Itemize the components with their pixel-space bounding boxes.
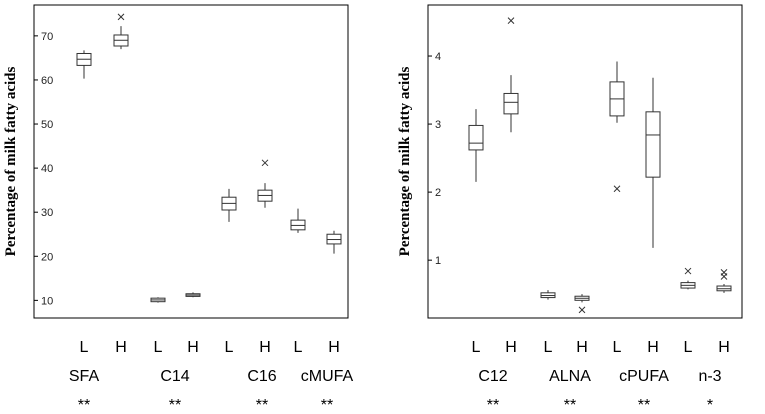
outlier-marker [507, 17, 515, 25]
group-label: H [187, 339, 199, 356]
significance-label: ** [638, 397, 650, 414]
y-tick-label: 60 [41, 75, 53, 87]
y-tick-label: 10 [41, 295, 53, 307]
box-iqr [645, 111, 661, 178]
outlier-stroke [117, 13, 125, 21]
variable-label: C16 [247, 368, 276, 385]
variable-label: SFA [69, 368, 100, 385]
outlier-stroke [684, 267, 692, 275]
significance-label: ** [169, 397, 181, 414]
variable-label: cPUFA [619, 368, 669, 385]
significance-label: * [707, 397, 713, 414]
outlier-stroke [261, 159, 269, 167]
significance-label: ** [487, 397, 499, 414]
y-tick-label: 2 [435, 187, 441, 199]
group-label: L [472, 339, 481, 356]
plot-frame [33, 4, 349, 319]
group-label: H [115, 339, 127, 356]
y-tick-label: 3 [435, 119, 441, 131]
box-iqr [468, 124, 484, 151]
outlier-marker [613, 185, 621, 193]
group-label: H [647, 339, 659, 356]
y-tick-label: 30 [41, 207, 53, 219]
group-label: L [294, 339, 303, 356]
outlier-stroke [720, 273, 728, 280]
y-axis-label: Percentage of milk fatty acids [3, 67, 19, 257]
group-label: L [613, 339, 622, 356]
significance-label: ** [256, 397, 268, 414]
significance-label: ** [564, 397, 576, 414]
outlier-marker [578, 306, 586, 314]
group-label: L [544, 339, 553, 356]
significance-label: ** [321, 397, 333, 414]
group-label: H [718, 339, 730, 356]
y-tick-label: 1 [435, 255, 441, 267]
group-label: L [684, 339, 693, 356]
outlier-marker [684, 267, 692, 275]
outlier-stroke [578, 306, 586, 314]
left-panel: Percentage of milk fatty acids 10 20 30 40 50… [3, 4, 354, 414]
variable-label: C12 [478, 368, 507, 385]
group-label: H [576, 339, 588, 356]
right-panel: Percentage of milk fatty acids 1 2 3 4 L H C12 *… [397, 4, 743, 414]
box-iqr [503, 92, 519, 115]
group-label: L [225, 339, 234, 356]
significance-label: ** [78, 397, 90, 414]
y-axis-label: Percentage of milk fatty acids [397, 67, 413, 257]
y-tick-label: 20 [41, 251, 53, 263]
group-label: H [328, 339, 340, 356]
outlier-marker [261, 159, 269, 167]
group-label: H [259, 339, 271, 356]
y-tick-label: 4 [435, 51, 441, 63]
variable-label: C14 [160, 368, 189, 385]
y-tick-label: 50 [41, 119, 53, 131]
variable-label: ALNA [549, 368, 591, 385]
plot-frame [427, 4, 743, 319]
outlier-stroke [507, 17, 515, 25]
outlier-marker [720, 273, 728, 280]
outlier-stroke [613, 185, 621, 193]
outlier-marker [117, 13, 125, 21]
variable-label: n-3 [698, 368, 721, 385]
group-label: L [80, 339, 89, 356]
y-tick-label: 40 [41, 163, 53, 175]
y-tick-label: 70 [41, 31, 53, 43]
variable-label: cMUFA [301, 368, 354, 385]
group-label: L [154, 339, 163, 356]
group-label: H [505, 339, 517, 356]
